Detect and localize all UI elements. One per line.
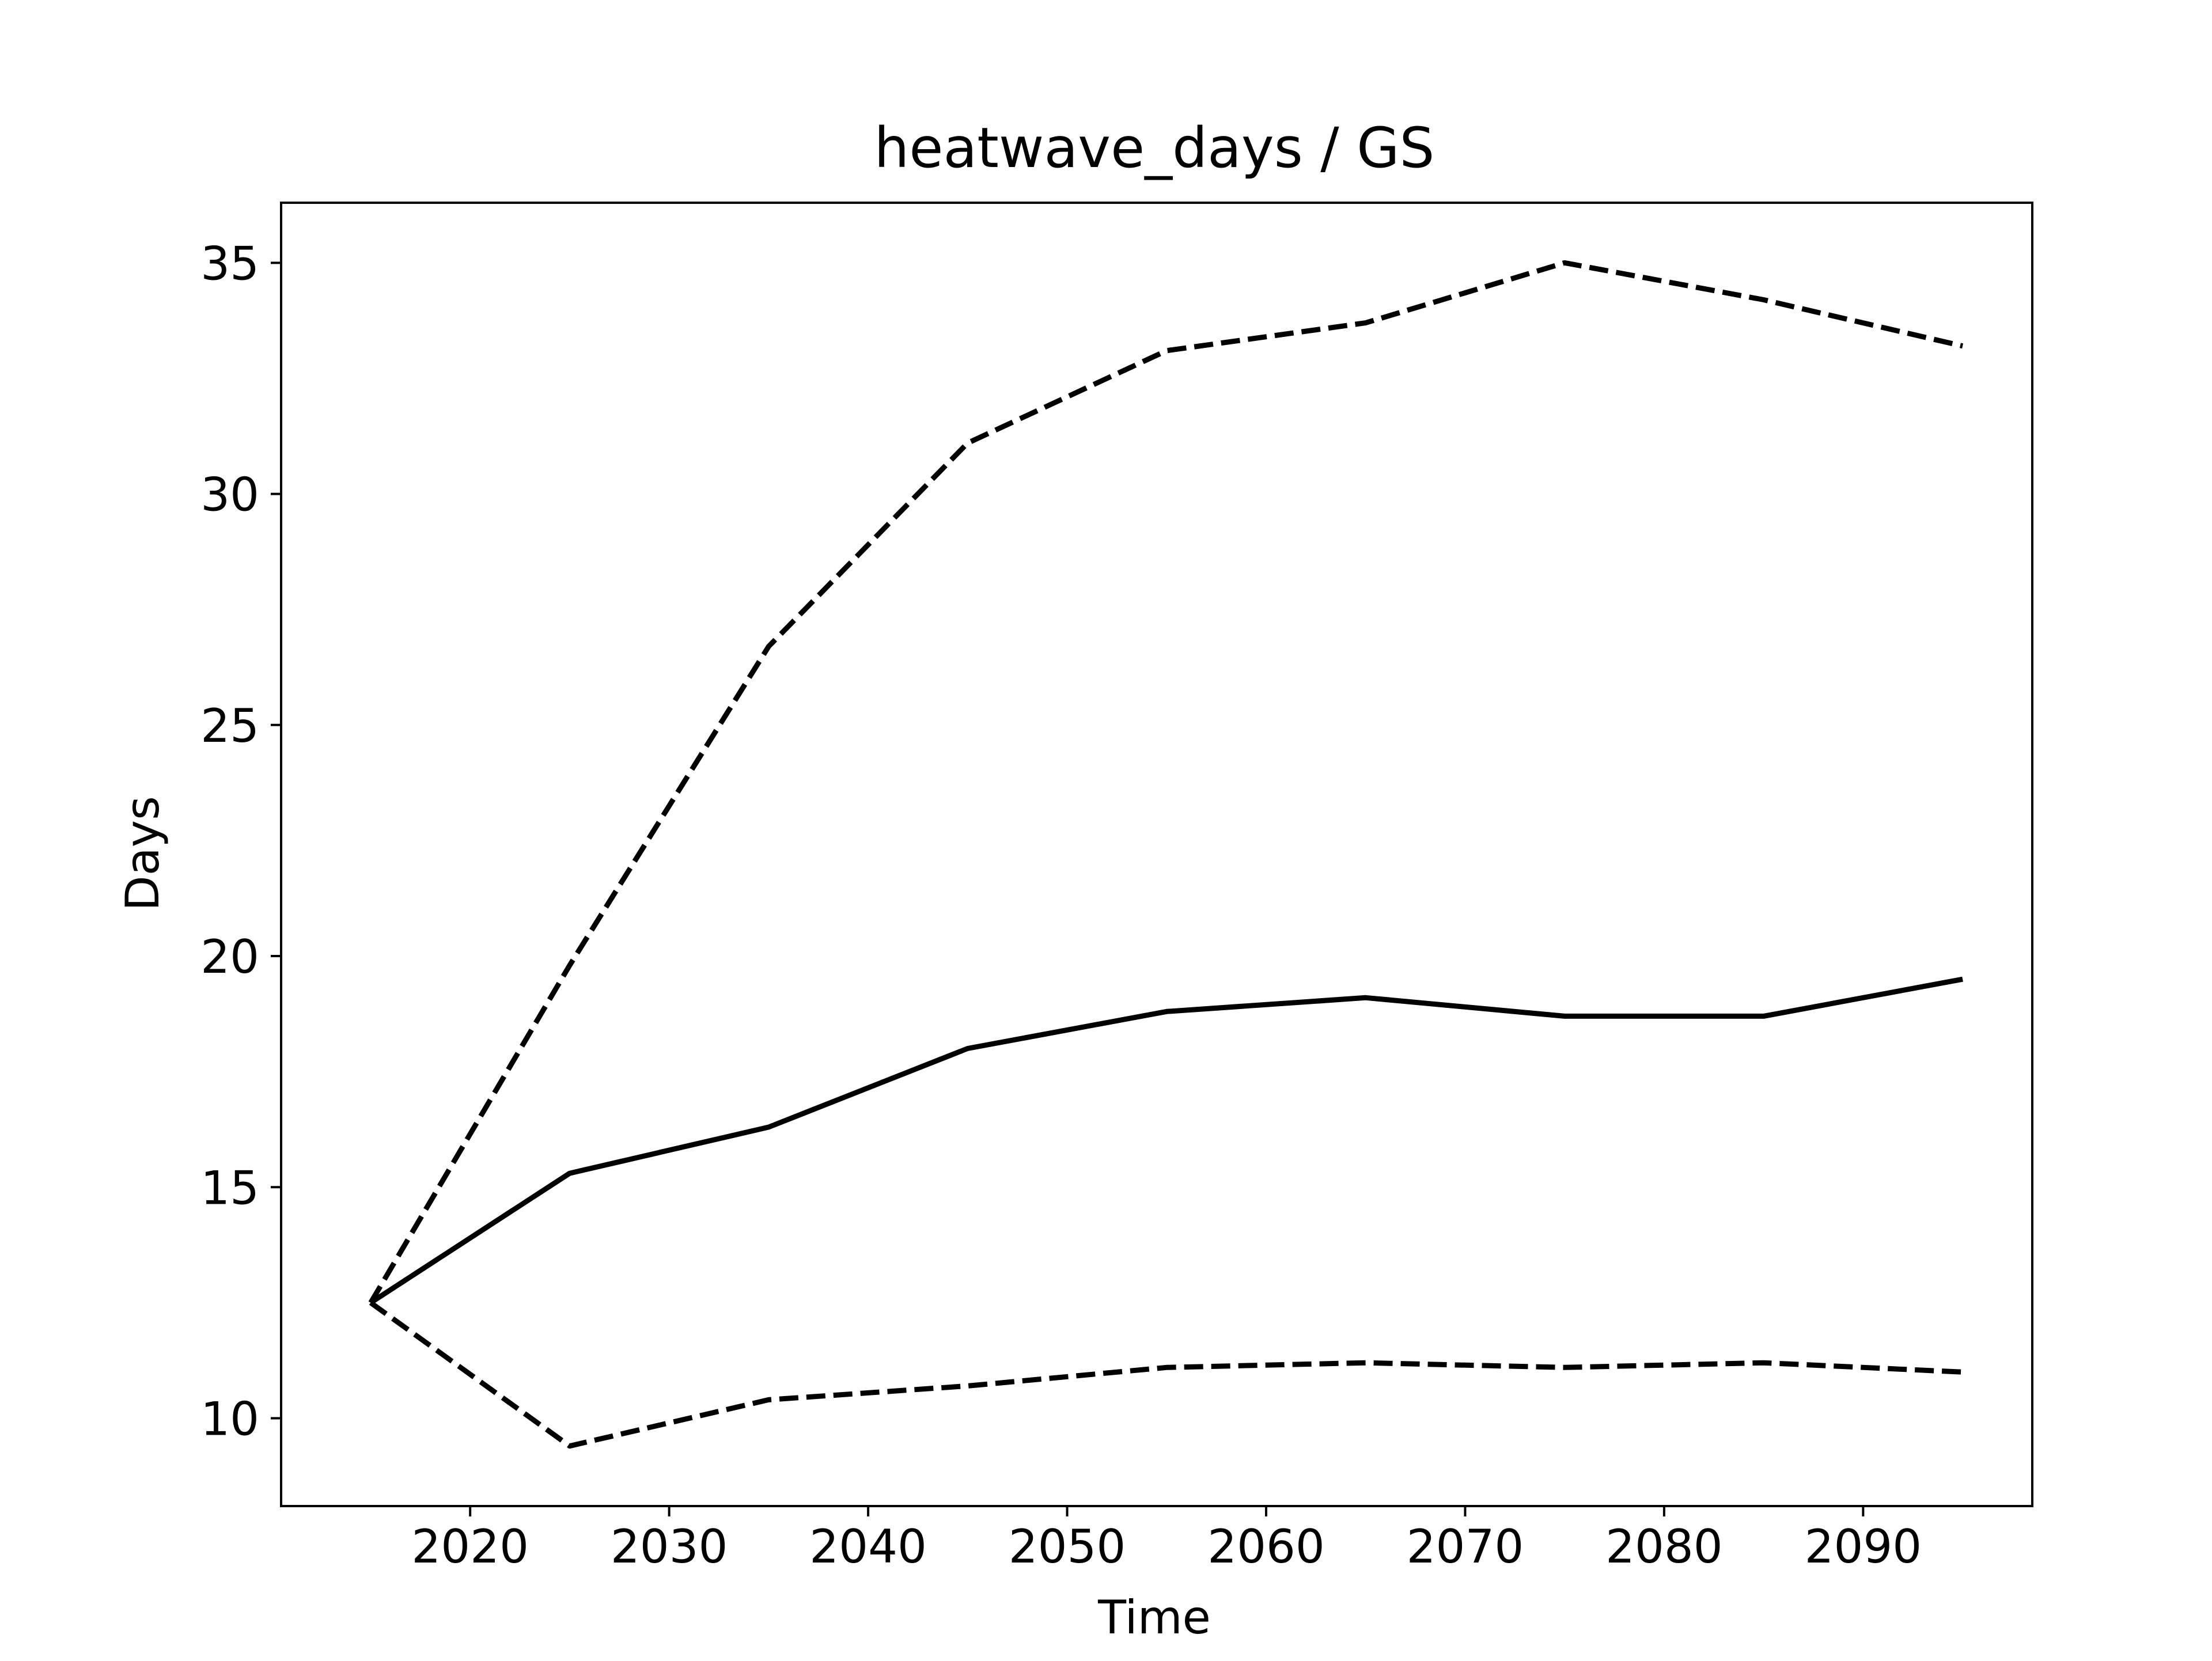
series-line-2 (368, 260, 1964, 1304)
x-tick-label: 2020 (411, 1520, 529, 1573)
x-tick-label: 2040 (809, 1520, 927, 1573)
axes-frame (280, 202, 2033, 1507)
x-tick-label: 2090 (1805, 1520, 1922, 1573)
x-tick-label: 2050 (1009, 1520, 1126, 1573)
plot-area: 2020 2030 2040 2050 2060 2070 2080 2090 10 15 20 25… (200, 202, 2033, 1573)
x-tick-label: 2070 (1407, 1520, 1524, 1573)
y-tick-label: 10 (200, 1393, 259, 1446)
x-axis-label: Time (1097, 1591, 1211, 1644)
x-tick-label: 2080 (1605, 1520, 1723, 1573)
y-tick-label: 35 (200, 237, 259, 290)
y-axis-label: Days (116, 796, 169, 911)
x-tick-label: 2030 (611, 1520, 728, 1573)
series-line-1 (369, 976, 1963, 1305)
y-tick-label: 15 (200, 1161, 259, 1215)
y-tick-label: 30 (200, 468, 259, 522)
chart-title: heatwave_days / GS (874, 116, 1435, 180)
x-tick-label: 2060 (1207, 1520, 1325, 1573)
y-tick-label: 20 (200, 930, 259, 984)
y-tick-label: 25 (200, 699, 259, 753)
series-line-3 (369, 1300, 1963, 1449)
